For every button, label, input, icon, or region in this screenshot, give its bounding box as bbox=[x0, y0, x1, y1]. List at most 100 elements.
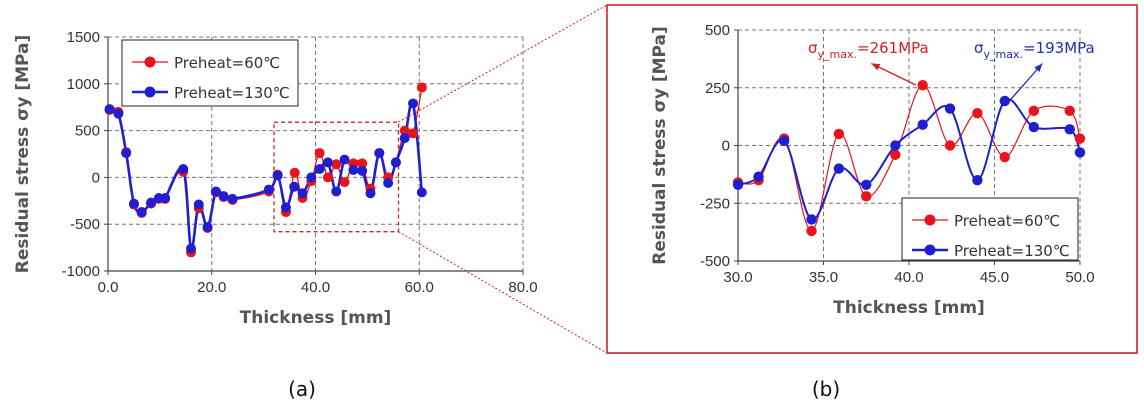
data-point-preheat-60 bbox=[399, 125, 410, 136]
data-point-preheat-130 bbox=[348, 164, 359, 175]
data-point-preheat-60 bbox=[861, 191, 872, 202]
data-point-preheat-130 bbox=[202, 222, 213, 233]
data-point-preheat-130 bbox=[193, 199, 204, 210]
y-tick-label: 500 bbox=[705, 22, 730, 39]
panel-label: (a) bbox=[288, 377, 316, 401]
data-point-preheat-130 bbox=[339, 154, 350, 165]
y-axis-label: Residual stress σy [MPa] bbox=[13, 35, 33, 274]
annotation-symbol: σ bbox=[974, 39, 984, 57]
annotation-value: =193MPa bbox=[1023, 39, 1095, 57]
data-point-preheat-130 bbox=[186, 243, 196, 254]
data-point-preheat-130 bbox=[890, 140, 901, 151]
zoom-connectors bbox=[398, 4, 1138, 354]
data-point-preheat-130 bbox=[999, 95, 1010, 107]
y-tick-label: 0 bbox=[92, 169, 100, 186]
x-tick-label: 30.0 bbox=[723, 269, 752, 286]
data-point-preheat-60 bbox=[999, 151, 1010, 163]
data-point-preheat-130 bbox=[806, 214, 817, 225]
data-point-preheat-130 bbox=[778, 135, 790, 147]
y-tick-label: -500 bbox=[70, 216, 100, 233]
y-tick-label: -250 bbox=[700, 195, 730, 212]
data-point-preheat-130 bbox=[944, 103, 956, 114]
legend-label: Preheat=130℃ bbox=[954, 242, 1070, 260]
data-point-preheat-130 bbox=[289, 181, 300, 192]
data-point-preheat-60 bbox=[917, 80, 928, 91]
legend-marker bbox=[144, 56, 156, 68]
data-point-preheat-130 bbox=[416, 187, 427, 198]
y-tick-label: 500 bbox=[75, 123, 100, 140]
data-point-preheat-130 bbox=[104, 104, 115, 115]
annotation-value: =261MPa bbox=[857, 39, 929, 57]
y-tick-label: 250 bbox=[705, 80, 730, 97]
annotation-subscript: y_max. bbox=[818, 48, 857, 61]
panel-b-frame bbox=[606, 4, 1138, 354]
legend-label: Preheat=130℃ bbox=[174, 84, 290, 102]
x-tick-label: 45.0 bbox=[980, 269, 1009, 286]
data-point-preheat-130 bbox=[280, 202, 291, 213]
data-point-preheat-130 bbox=[390, 157, 401, 168]
data-point-preheat-60 bbox=[1028, 105, 1040, 117]
y-tick-label: 1500 bbox=[67, 29, 100, 46]
x-tick-label: 80.0 bbox=[508, 279, 537, 296]
data-point-preheat-60 bbox=[416, 82, 427, 93]
data-point-preheat-130 bbox=[272, 170, 283, 181]
data-point-preheat-130 bbox=[128, 198, 139, 209]
data-point-preheat-60 bbox=[972, 107, 983, 119]
x-tick-label: 35.0 bbox=[809, 269, 838, 286]
data-point-preheat-130 bbox=[297, 188, 308, 199]
connector-top bbox=[398, 4, 608, 123]
data-point-preheat-130 bbox=[374, 148, 385, 159]
data-point-preheat-60 bbox=[331, 159, 342, 170]
data-point-preheat-130 bbox=[753, 171, 764, 182]
chart-a: 0.0 20.0 40.0 60.0 80.0 -1000 -500 0 500 1000 1500… bbox=[13, 29, 538, 401]
data-point-preheat-130 bbox=[732, 179, 744, 190]
y-tick-label: -500 bbox=[700, 253, 730, 270]
legend-label: Preheat=60℃ bbox=[174, 54, 280, 72]
annotation-arrowhead bbox=[871, 63, 881, 71]
data-point-preheat-130 bbox=[408, 98, 419, 109]
data-point-preheat-60 bbox=[890, 149, 901, 160]
data-point-preheat-60 bbox=[339, 177, 350, 188]
data-point-preheat-60 bbox=[1064, 105, 1075, 117]
x-tick-label: 40.0 bbox=[894, 269, 923, 286]
annotation-symbol: σ bbox=[808, 39, 818, 57]
x-axis-label: Thickness [mm] bbox=[833, 298, 985, 318]
data-point-preheat-130 bbox=[331, 186, 342, 197]
data-point-preheat-130 bbox=[136, 207, 147, 218]
y-tick-label: -1000 bbox=[62, 263, 100, 280]
data-point-preheat-130 bbox=[861, 179, 872, 190]
data-point-preheat-130 bbox=[178, 163, 189, 174]
panel-label: (b) bbox=[812, 377, 840, 401]
y-tick-label: 0 bbox=[722, 138, 730, 155]
data-point-preheat-130 bbox=[917, 119, 928, 130]
connector-bottom bbox=[398, 231, 608, 354]
chart-b: 30.0 35.0 40.0 45.0 50.0 -500 -250 0 250 500 Thick… bbox=[650, 22, 1095, 401]
data-point-preheat-130 bbox=[121, 148, 132, 159]
y-tick-label: 1000 bbox=[67, 76, 100, 93]
data-point-preheat-130 bbox=[1074, 147, 1086, 158]
data-point-preheat-130 bbox=[1064, 124, 1075, 135]
x-axis-label: Thickness [mm] bbox=[240, 308, 392, 328]
annotation-label: σy_max.=261MPa bbox=[808, 39, 929, 61]
data-point-preheat-130 bbox=[263, 184, 274, 195]
legend-marker bbox=[144, 86, 156, 98]
data-point-preheat-130 bbox=[972, 174, 983, 186]
x-tick-label: 50.0 bbox=[1065, 269, 1094, 286]
x-tick-label: 60.0 bbox=[405, 279, 434, 296]
data-point-preheat-130 bbox=[314, 163, 325, 174]
legend-marker bbox=[924, 244, 936, 256]
series-line-preheat-130 bbox=[108, 100, 424, 250]
data-point-preheat-130 bbox=[146, 197, 157, 208]
data-point-preheat-130 bbox=[210, 186, 221, 197]
x-tick-label: 20.0 bbox=[197, 279, 226, 296]
data-point-preheat-130 bbox=[357, 165, 368, 176]
annotation-subscript: y_max. bbox=[984, 48, 1023, 61]
x-tick-label: 40.0 bbox=[301, 279, 330, 296]
series-line-preheat-130 bbox=[738, 98, 1081, 221]
data-point-preheat-60 bbox=[1074, 133, 1086, 144]
data-point-preheat-60 bbox=[806, 225, 817, 237]
data-point-preheat-130 bbox=[218, 191, 229, 202]
data-point-preheat-130 bbox=[399, 133, 410, 144]
data-point-preheat-130 bbox=[365, 188, 376, 199]
